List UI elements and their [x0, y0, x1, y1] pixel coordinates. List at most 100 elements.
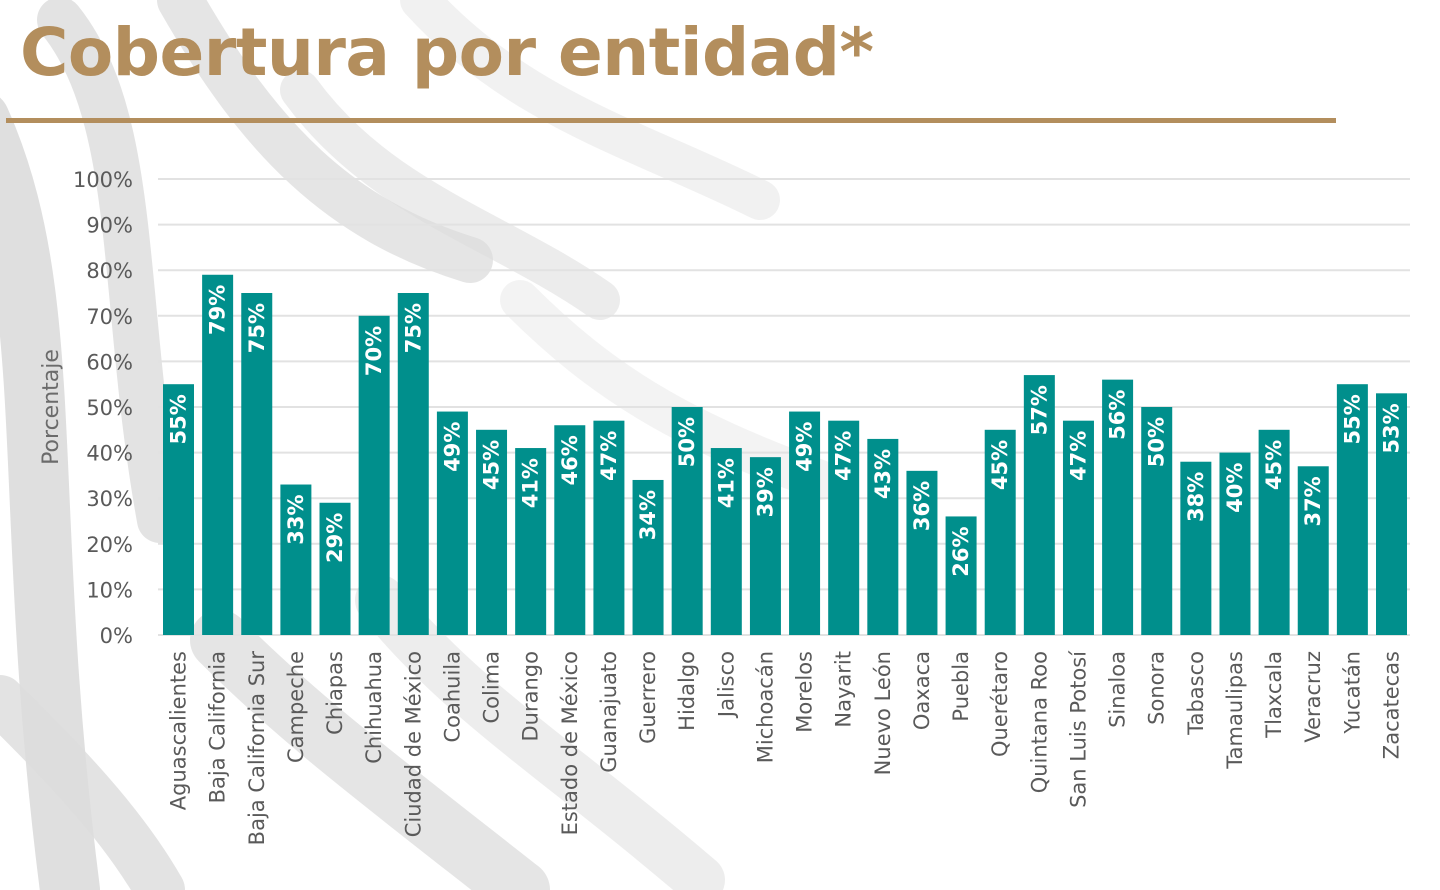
x-category-label: Querétaro — [988, 651, 1012, 757]
bar — [828, 420, 860, 635]
bar-data-label: 50% — [1145, 417, 1169, 467]
bar-data-label: 50% — [675, 417, 699, 467]
bar-data-label: 57% — [1027, 385, 1051, 435]
x-category-label: Durango — [519, 651, 543, 741]
bar-data-label: 47% — [832, 431, 856, 481]
bar-data-label: 33% — [284, 495, 308, 545]
x-category-label: Colima — [480, 651, 504, 724]
bar-data-label: 47% — [1066, 431, 1090, 481]
bar — [554, 425, 586, 635]
bar-data-label: 29% — [323, 513, 347, 563]
x-category-label: Chihuahua — [362, 651, 386, 764]
bar — [1102, 379, 1134, 635]
y-tick-label: 70% — [86, 305, 133, 329]
y-tick-label: 60% — [86, 350, 133, 374]
bar — [1141, 407, 1173, 635]
bar — [436, 411, 468, 635]
y-axis-label: Porcentaje — [39, 349, 64, 465]
bar-data-label: 70% — [362, 326, 386, 376]
bar-data-label: 43% — [871, 449, 895, 499]
y-tick-label: 90% — [86, 214, 133, 238]
y-axis-ticks: 0% 10% 20% 30% 40% 50% 60% 70% 80% 90% 100% — [73, 168, 133, 648]
bar-data-label: 47% — [597, 431, 621, 481]
bar-data-label: 36% — [910, 481, 934, 531]
bar-data-label: 39% — [753, 467, 777, 517]
bar-data-label: 79% — [206, 285, 230, 335]
bar-data-label: 41% — [714, 458, 738, 508]
bar-data-label: 55% — [1340, 394, 1364, 444]
bar — [789, 411, 821, 635]
bar — [945, 516, 977, 635]
bar-data-label: 26% — [949, 526, 973, 576]
x-axis-categories: Aguascalientes Baja California Baja Califo… — [167, 650, 1404, 845]
bar — [671, 407, 703, 635]
x-category-label: Morelos — [793, 651, 817, 733]
x-category-label: Tlaxcala — [1262, 651, 1286, 739]
x-category-label: Yucatán — [1340, 651, 1364, 735]
bar — [319, 502, 351, 635]
y-tick-label: 80% — [86, 259, 133, 283]
bar-data-label: 55% — [167, 394, 191, 444]
bar — [1297, 466, 1329, 635]
x-category-label: Tabasco — [1184, 651, 1208, 736]
bar-data-label: 53% — [1380, 403, 1404, 453]
bar — [593, 420, 625, 635]
bar — [984, 429, 1016, 635]
y-tick-label: 20% — [86, 533, 133, 557]
bar — [710, 448, 742, 635]
bar-data-label: 45% — [1262, 440, 1286, 490]
x-category-label: Aguascalientes — [167, 651, 191, 810]
bar — [358, 315, 390, 635]
y-tick-label: 40% — [86, 442, 133, 466]
bar — [1258, 429, 1290, 635]
chart-title: Cobertura por entidad* — [20, 14, 874, 91]
bar — [476, 429, 508, 635]
bar — [163, 384, 194, 635]
bar — [202, 274, 234, 635]
x-category-label: Nuevo León — [871, 651, 895, 775]
x-category-label: Guanajuato — [597, 651, 621, 773]
x-category-label: Guerrero — [636, 651, 660, 744]
x-category-label: Nayarit — [832, 651, 856, 728]
x-category-label: Zacatecas — [1380, 651, 1404, 759]
data-labels: 55% 79% 75% 33% 29% 70% 75% 49% 45% 41% 46% 47% 34% 5… — [167, 285, 1404, 577]
bar-data-label: 37% — [1301, 476, 1325, 526]
bar-data-label: 75% — [401, 303, 425, 353]
x-category-label: Quintana Roo — [1027, 651, 1051, 793]
bar — [1180, 461, 1212, 635]
title-underline — [6, 118, 1336, 123]
x-category-label: Campeche — [284, 651, 308, 763]
x-category-label: Jalisco — [714, 651, 738, 719]
bar-data-label: 46% — [558, 435, 582, 485]
bar-data-label: 45% — [480, 440, 504, 490]
x-category-label: Baja California Sur — [245, 651, 269, 846]
bar-data-label: 49% — [793, 422, 817, 472]
bar — [867, 438, 899, 635]
x-category-label: Puebla — [949, 651, 973, 722]
x-category-label: Tamaulipas — [1223, 651, 1247, 770]
x-category-label: Coahuila — [440, 651, 464, 743]
x-category-label: Chiapas — [323, 651, 347, 735]
y-tick-label: 0% — [100, 624, 133, 648]
bar — [1376, 393, 1407, 635]
y-tick-label: 30% — [86, 487, 133, 511]
bar — [1336, 384, 1368, 635]
bar-data-label: 41% — [519, 458, 543, 508]
x-category-label: Hidalgo — [675, 651, 699, 731]
bar — [1219, 452, 1251, 635]
bar-data-label: 40% — [1223, 463, 1247, 513]
x-category-label: Estado de México — [558, 651, 582, 835]
x-category-label: San Luis Potosí — [1066, 650, 1090, 808]
x-category-label: Sonora — [1145, 651, 1169, 725]
bar-data-label: 49% — [440, 422, 464, 472]
bar-data-label: 38% — [1184, 472, 1208, 522]
bar — [1023, 375, 1055, 635]
bar — [241, 293, 273, 635]
y-tick-label: 10% — [86, 578, 133, 602]
bar — [906, 470, 938, 635]
bar-data-label: 75% — [245, 303, 269, 353]
x-category-label: Oaxaca — [910, 651, 934, 730]
x-category-label: Sinaloa — [1106, 651, 1130, 728]
